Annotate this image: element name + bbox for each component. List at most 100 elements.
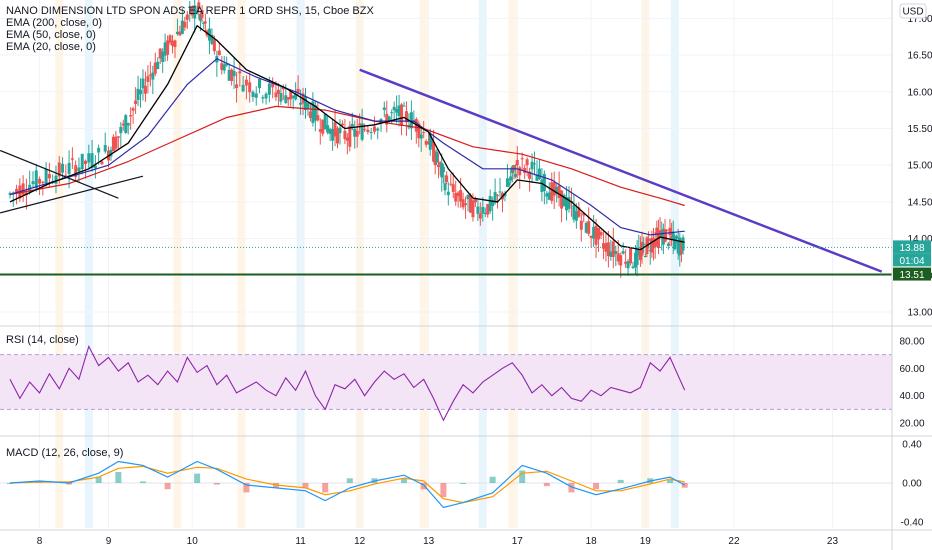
candle-body xyxy=(417,123,421,139)
candle-body xyxy=(299,102,303,105)
candle-body xyxy=(540,179,544,192)
session-band xyxy=(478,0,487,528)
price-axis[interactable]: 17.0016.5016.0015.5015.0014.5014.0013.50… xyxy=(893,14,932,529)
candle-body xyxy=(146,76,150,82)
macd-histogram-bar xyxy=(194,473,201,483)
candle-body xyxy=(54,175,58,184)
candle-body xyxy=(217,50,221,55)
candle-body xyxy=(64,175,68,177)
candle-body xyxy=(461,199,465,208)
candle-body xyxy=(166,40,170,55)
candle-body xyxy=(382,107,386,110)
candle-body xyxy=(220,63,224,70)
candle-body xyxy=(87,153,91,163)
candle-body xyxy=(488,196,492,212)
candle-body xyxy=(459,190,463,202)
macd-histogram-bar xyxy=(139,481,146,483)
time-axis[interactable]: 891011121317181922232425 xyxy=(37,536,932,547)
candle-body xyxy=(100,161,104,165)
candle-body xyxy=(163,42,167,56)
candle-body xyxy=(358,123,362,126)
candle-body xyxy=(493,191,497,203)
rsi-label[interactable]: RSI (14, close) xyxy=(6,334,79,346)
legend-ema200[interactable]: EMA (200, close, 0) xyxy=(6,17,102,29)
candle-body xyxy=(21,183,25,195)
candle-body xyxy=(318,129,322,132)
macd-tick-label: -0.40 xyxy=(901,518,924,529)
candle-body xyxy=(212,39,216,52)
time-tick-label: 8 xyxy=(37,536,43,547)
candle-body xyxy=(443,183,447,191)
time-tick-label: 22 xyxy=(728,536,740,547)
candle-body xyxy=(141,78,145,89)
candle-body xyxy=(449,183,453,185)
candle-body xyxy=(557,185,561,198)
candle-body xyxy=(109,149,113,157)
macd-histogram-bar xyxy=(66,483,73,485)
candle-body xyxy=(248,82,252,93)
candle-body xyxy=(258,78,262,89)
price-tick-label: 15.00 xyxy=(907,161,932,172)
rsi-tick-label: 80.00 xyxy=(899,336,924,347)
candle-body xyxy=(438,162,442,165)
candle-body xyxy=(601,243,605,249)
candle-body xyxy=(510,166,514,174)
candle-body xyxy=(647,238,651,241)
candle-body xyxy=(158,48,162,59)
candle-body xyxy=(471,200,475,218)
candle-body xyxy=(577,207,581,217)
candle-body xyxy=(316,115,320,121)
candle-body xyxy=(614,250,618,254)
candle-body xyxy=(328,129,332,134)
candle-body xyxy=(264,93,268,99)
candle-body xyxy=(552,182,556,196)
candle-body xyxy=(304,96,307,111)
candle-body xyxy=(338,127,342,134)
countdown-text: 01:04 xyxy=(899,256,924,267)
price-tick-label: 17.00 xyxy=(907,14,932,25)
candle-body xyxy=(678,237,682,256)
candle-body xyxy=(363,129,367,131)
candle-body xyxy=(643,255,647,257)
candle-body xyxy=(345,137,349,141)
candle-body xyxy=(271,82,275,88)
candle-body xyxy=(185,14,189,20)
candle-body xyxy=(103,145,107,152)
candle-body xyxy=(456,192,460,197)
macd-histogram-bar xyxy=(593,483,600,490)
candle-body xyxy=(139,89,143,95)
time-tick-label: 12 xyxy=(354,536,366,547)
legend-ema50[interactable]: EMA (50, close, 0) xyxy=(6,29,96,41)
candle-body xyxy=(523,167,527,173)
candle-body xyxy=(173,40,177,48)
candle-body xyxy=(496,194,500,196)
candle-body xyxy=(505,178,509,187)
candle-body xyxy=(34,170,38,189)
candle-body xyxy=(432,141,436,162)
candle-body xyxy=(222,64,226,71)
resistance-trendline xyxy=(359,68,883,273)
price-tick-label: 16.00 xyxy=(907,87,932,98)
candle-body xyxy=(503,193,507,197)
macd-label[interactable]: MACD (12, 26, close, 9) xyxy=(6,447,123,459)
chart-title: NANO DIMENSION LTD SPON ADS EA REPR 1 OR… xyxy=(6,5,374,17)
candle-body xyxy=(535,174,539,181)
time-tick-label: 23 xyxy=(827,536,839,547)
candle-body xyxy=(611,241,615,257)
candle-body xyxy=(254,93,258,98)
candle-body xyxy=(168,35,172,43)
macd-tick-label: 0.00 xyxy=(902,479,922,490)
macd-signal-line xyxy=(9,465,685,504)
currency-badge[interactable] xyxy=(899,3,927,19)
candle-body xyxy=(665,229,669,231)
candle-body xyxy=(306,102,310,110)
candle-body xyxy=(198,14,202,21)
legend-ema20[interactable]: EMA (20, close, 0) xyxy=(6,41,96,53)
candle-body xyxy=(666,243,670,246)
rsi-band xyxy=(0,354,892,410)
candle-body xyxy=(560,190,564,209)
candle-body xyxy=(323,113,327,130)
candle-body xyxy=(93,165,97,169)
candle-body xyxy=(343,130,347,140)
